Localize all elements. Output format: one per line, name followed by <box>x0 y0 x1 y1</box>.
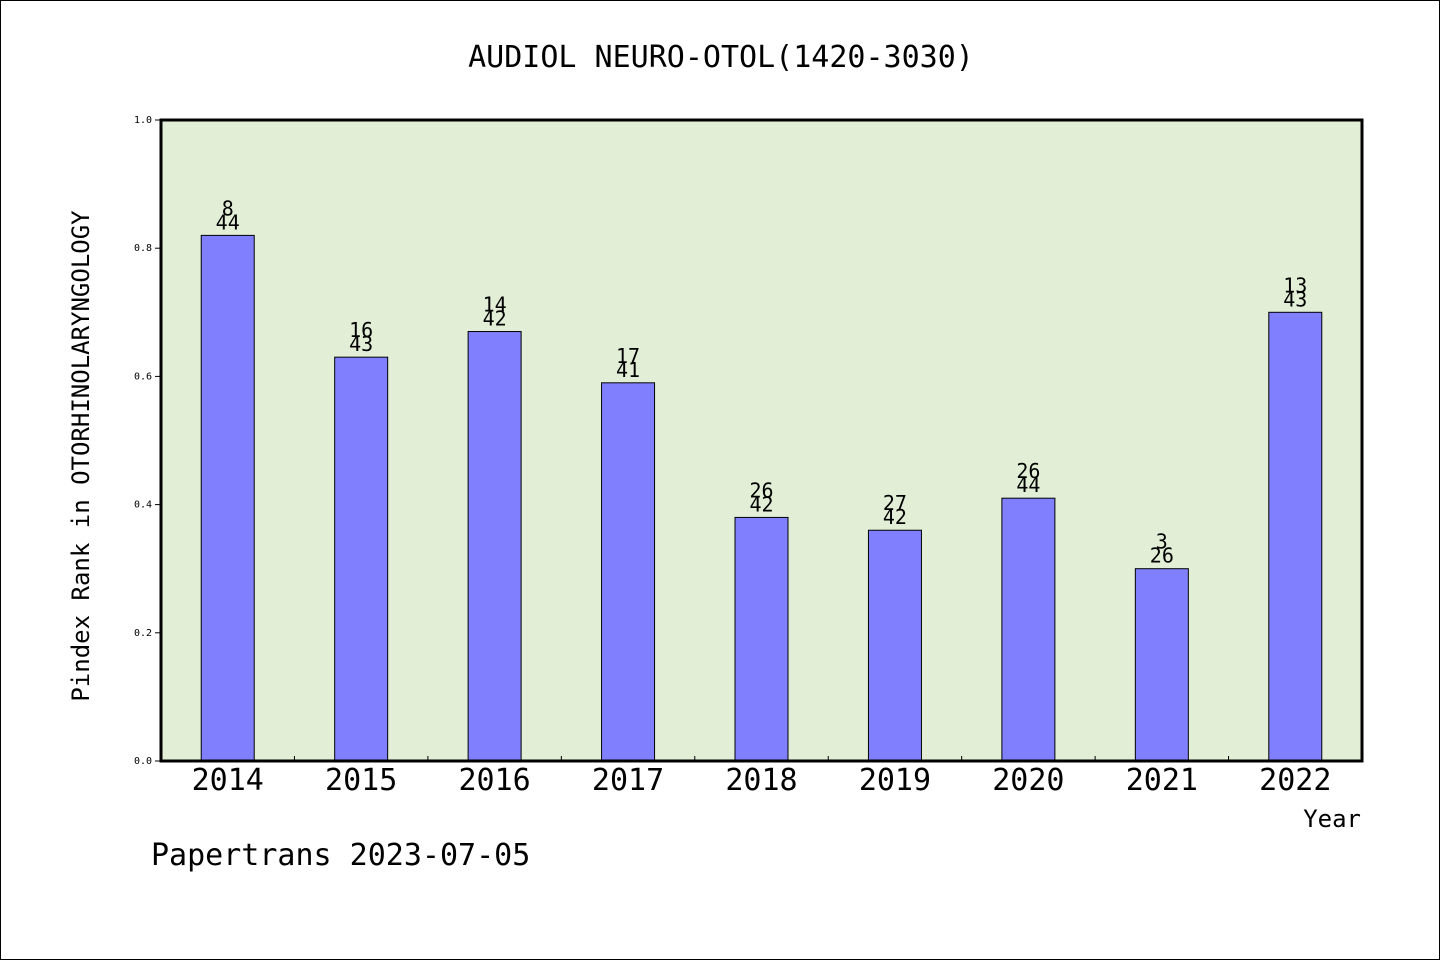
x-tick-label: 2018 <box>725 763 797 798</box>
x-tick-label: 2016 <box>458 763 530 798</box>
y-tick-label: 0.2 <box>134 628 152 639</box>
x-axis-label: Year <box>1303 805 1361 833</box>
y-tick-label: 0.6 <box>134 371 152 382</box>
bar-rank-label: 13 <box>1283 273 1307 297</box>
footer-credit: Papertrans 2023-07-05 <box>151 838 530 873</box>
bar-2018 <box>734 516 789 762</box>
bar-total-label: 44 <box>1016 473 1040 497</box>
x-tick-label: 2019 <box>859 763 931 798</box>
chart-title: AUDIOL NEURO-OTOL(1420-3030) <box>468 40 974 75</box>
bar-2022 <box>1268 311 1323 762</box>
bar-total-label: 43 <box>349 332 373 356</box>
bar-rank-label: 26 <box>1016 459 1040 483</box>
bar-rank-label: 26 <box>749 478 773 502</box>
x-tick-label: 2022 <box>1259 763 1331 798</box>
bar-2016 <box>467 331 522 762</box>
bar-2019 <box>867 529 922 762</box>
y-tick-label: 0.0 <box>134 756 152 767</box>
bar-2015 <box>334 356 389 762</box>
y-tick-label: 1.0 <box>134 115 152 126</box>
bar-total-label: 42 <box>883 505 907 529</box>
bar-rank-label: 3 <box>1156 530 1168 554</box>
bar-2020 <box>1001 497 1056 762</box>
bar-rank-label: 17 <box>616 344 640 368</box>
y-axis: 0.0 0.2 0.4 0.6 0.8 1.0 <box>134 115 161 767</box>
bar-total-label: 44 <box>216 210 240 234</box>
x-tick-label: 2021 <box>1126 763 1198 798</box>
x-tick-label: 2017 <box>592 763 664 798</box>
bar-total-label: 42 <box>749 492 773 516</box>
bar-2014 <box>200 234 255 762</box>
bar-rank-label: 14 <box>483 293 507 317</box>
bars-group <box>200 234 1323 762</box>
y-tick-label: 0.4 <box>134 500 152 511</box>
x-axis: 2014 2015 2016 2017 2018 2019 2020 2021 2022 <box>192 756 1331 798</box>
bar-2021 <box>1134 568 1189 762</box>
bar-total-label: 42 <box>483 307 507 331</box>
x-tick-label: 2014 <box>192 763 264 798</box>
bar-total-label: 43 <box>1283 287 1307 311</box>
y-axis-label: Pindex Rank in OTORHINOLARYNGOLOGY <box>67 210 95 702</box>
bar-2017 <box>601 382 656 762</box>
x-tick-label: 2020 <box>992 763 1064 798</box>
x-tick-label: 2015 <box>325 763 397 798</box>
bar-total-label: 26 <box>1150 544 1174 568</box>
bar-rank-label: 16 <box>349 318 373 342</box>
bar-rank-label: 27 <box>883 491 907 515</box>
bar-rank-label: 8 <box>222 196 234 220</box>
plot-frame <box>159 118 1364 763</box>
y-tick-label: 0.8 <box>134 243 152 254</box>
bar-total-label: 41 <box>616 358 640 382</box>
